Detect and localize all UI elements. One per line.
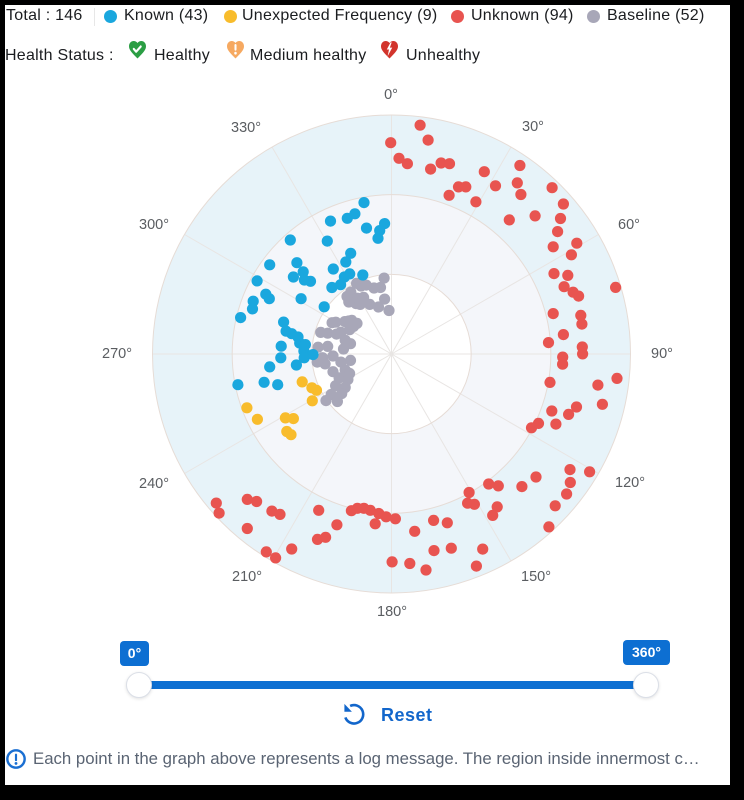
svg-text:0°: 0° [384,87,398,103]
svg-text:150°: 150° [521,569,551,585]
svg-text:210°: 210° [232,569,262,585]
svg-text:300°: 300° [139,217,169,233]
svg-text:330°: 330° [231,120,261,136]
svg-text:270°: 270° [102,346,132,362]
svg-text:240°: 240° [139,476,169,492]
svg-text:30°: 30° [522,119,544,135]
svg-text:120°: 120° [615,475,645,491]
svg-text:180°: 180° [377,604,407,620]
svg-text:60°: 60° [618,217,640,233]
svg-text:90°: 90° [651,346,673,362]
